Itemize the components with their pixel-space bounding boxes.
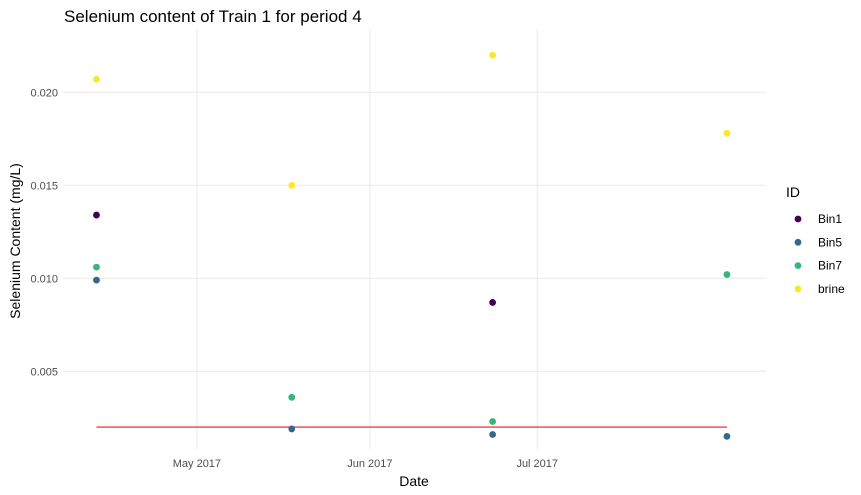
x-axis-title: Date	[399, 473, 429, 489]
data-point-bin5	[489, 431, 497, 438]
y-tick-labels: 0.005 0.010 0.015 0.020	[30, 87, 58, 378]
legend-label: Bin1	[818, 212, 842, 226]
data-point-brine	[93, 75, 100, 83]
legend-label: Bin7	[818, 259, 842, 273]
data-point-brine	[723, 129, 731, 137]
y-tick-label: 0.005	[30, 366, 58, 378]
data-points	[93, 51, 731, 440]
data-point-bin7	[93, 263, 100, 271]
data-point-brine	[489, 51, 497, 59]
data-point-bin7	[489, 418, 497, 425]
legend-key-bin1	[794, 215, 802, 223]
x-tick-labels: May 2017 Jun 2017 Jul 2017	[173, 458, 558, 470]
legend-label: brine	[818, 282, 845, 296]
y-tick-label: 0.015	[30, 180, 58, 192]
data-point-bin7	[723, 271, 731, 278]
data-point-bin5	[723, 432, 731, 440]
legend-key-bin5	[794, 238, 802, 246]
chart-title: Selenium content of Train 1 for period 4	[64, 7, 362, 26]
grid-lines	[63, 30, 766, 449]
x-tick-label: Jul 2017	[516, 458, 558, 470]
y-tick-label: 0.020	[30, 87, 58, 99]
y-tick-label: 0.010	[30, 273, 58, 285]
x-tick-label: May 2017	[173, 458, 221, 470]
legend-title: ID	[786, 184, 800, 200]
y-axis-title: Selenium Content (mg/L)	[7, 163, 23, 319]
legend-key-bin7	[794, 262, 802, 269]
x-tick-label: Jun 2017	[347, 458, 392, 470]
data-point-bin5	[288, 425, 296, 433]
data-point-bin7	[288, 393, 296, 401]
data-point-brine	[288, 181, 296, 189]
data-point-bin1	[489, 299, 497, 306]
data-point-bin1	[93, 211, 100, 219]
legend-label: Bin5	[818, 235, 842, 249]
legend: ID Bin1 Bin5 Bin7 brine	[786, 184, 845, 296]
legend-key-brine	[794, 285, 802, 293]
data-point-bin5	[93, 276, 100, 284]
